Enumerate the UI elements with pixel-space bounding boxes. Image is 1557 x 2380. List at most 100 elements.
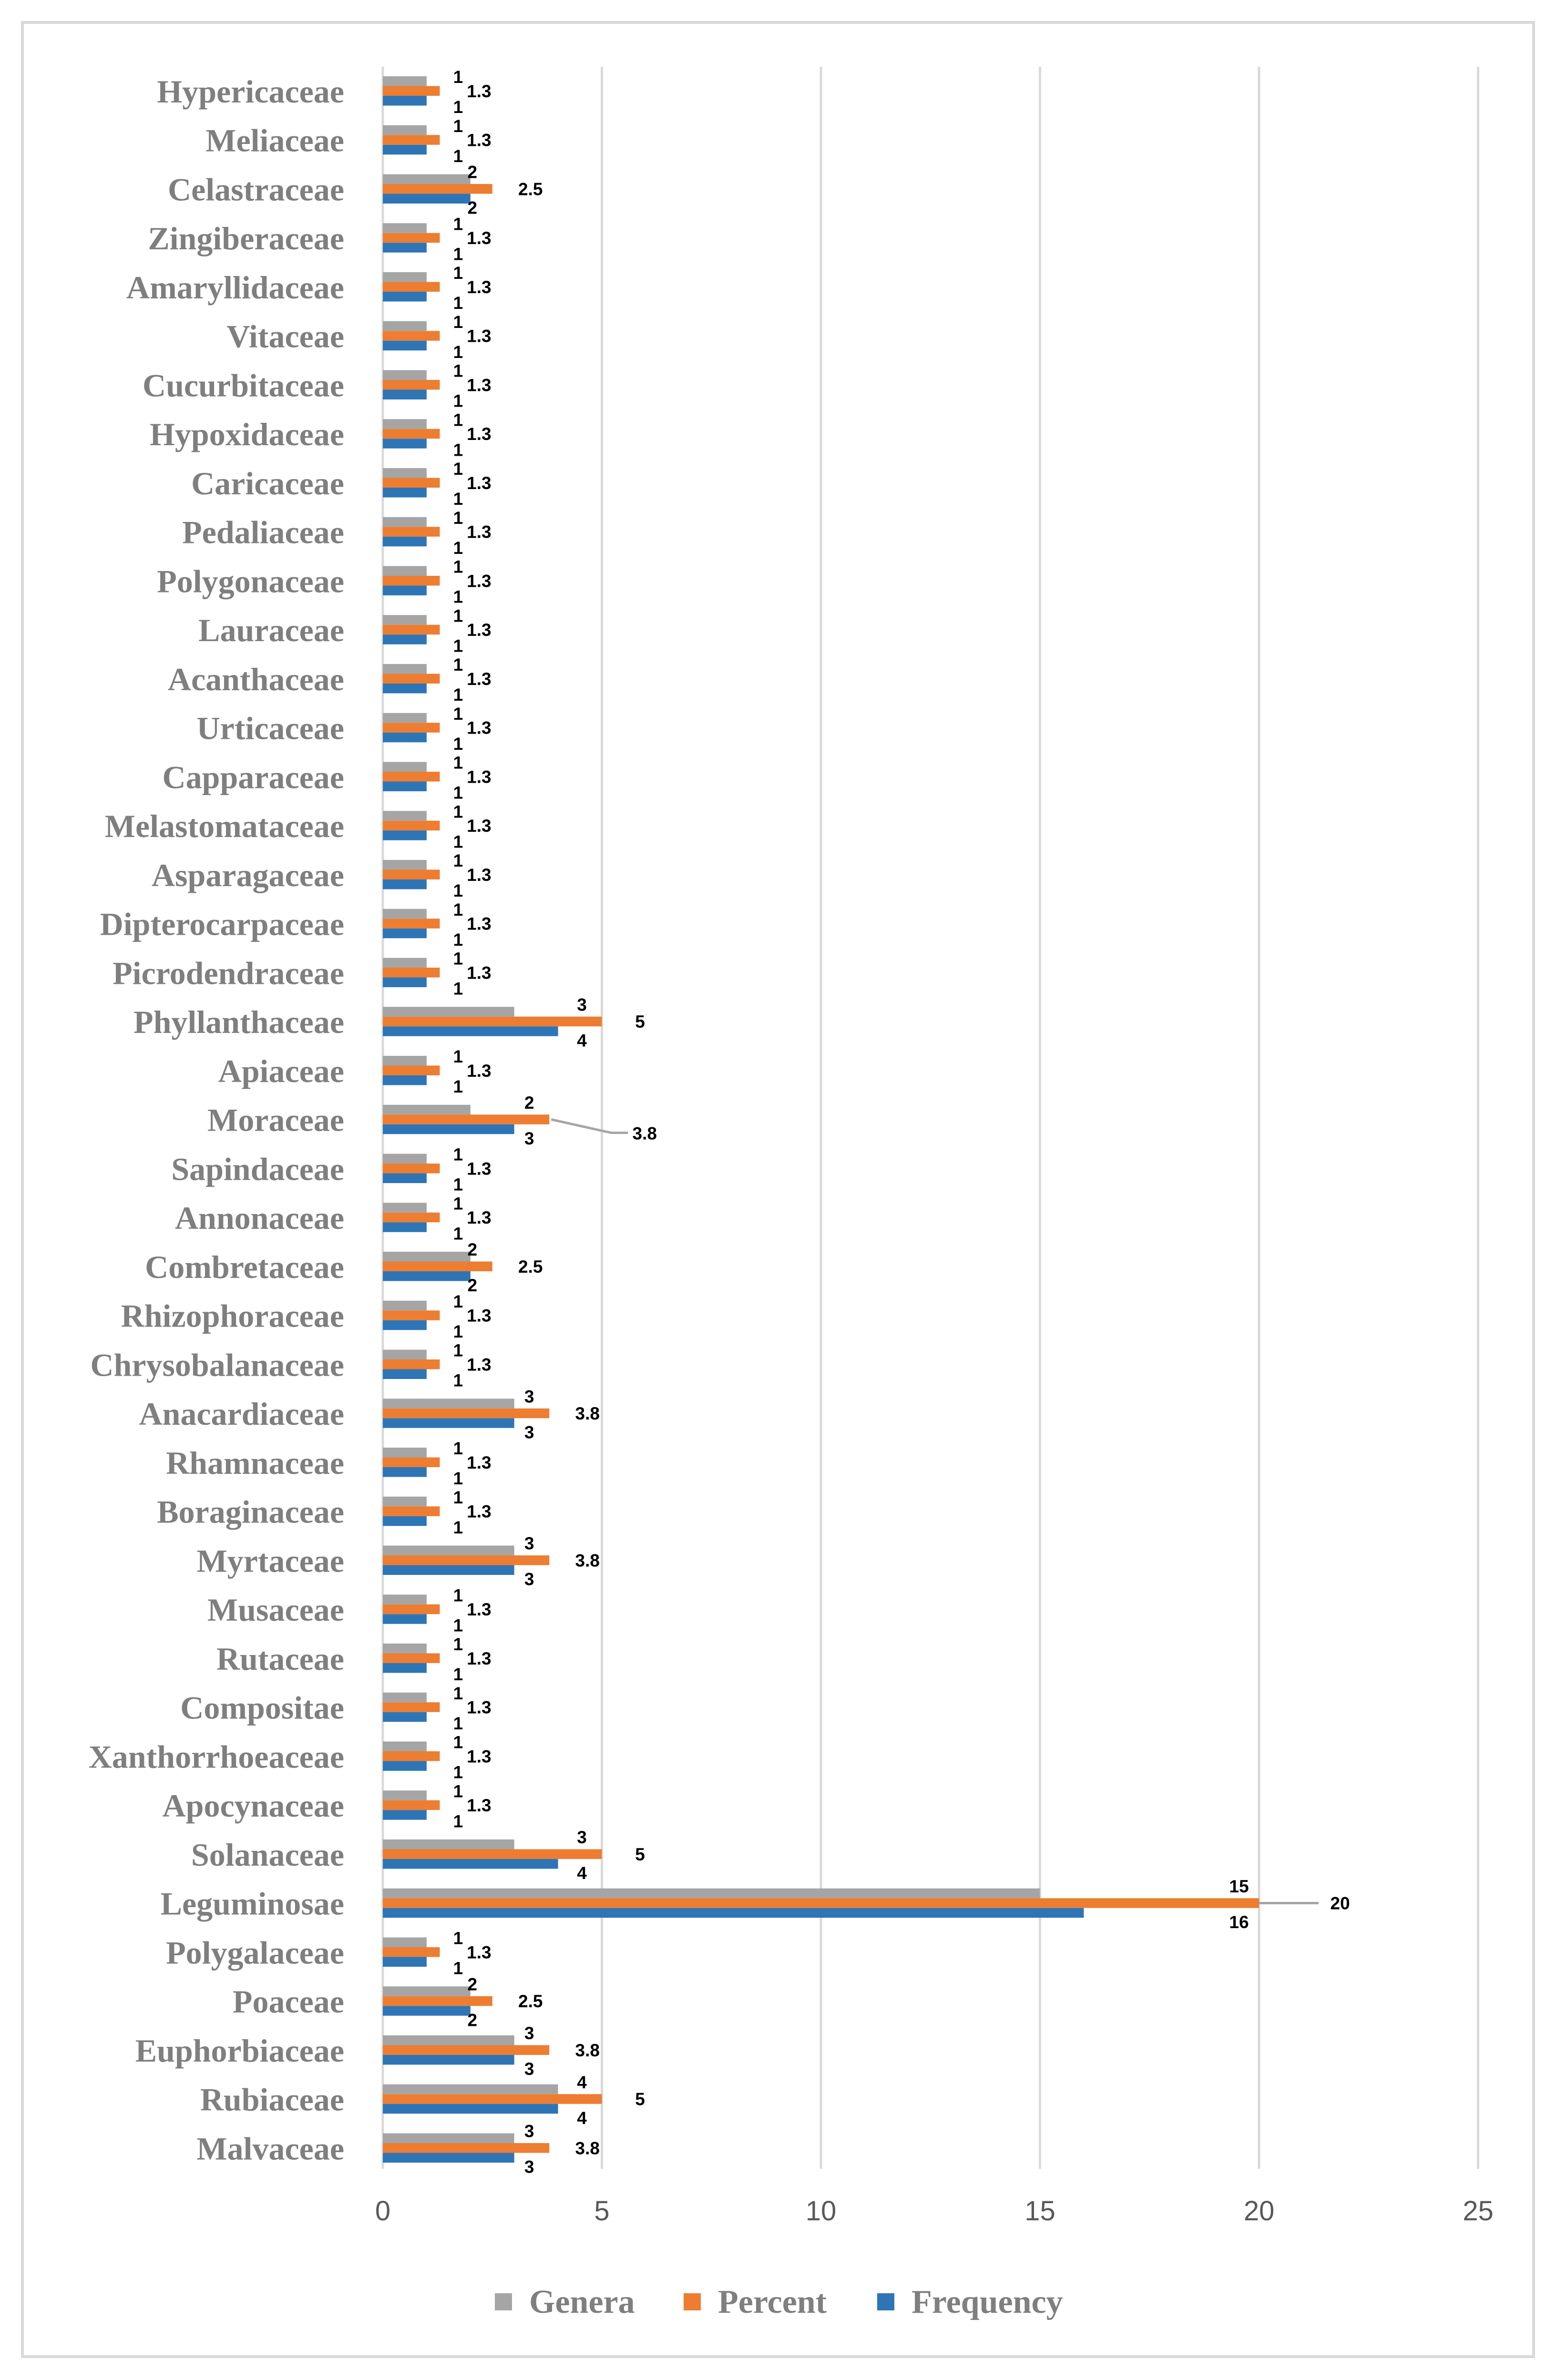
bar-frequency-asparagaceae bbox=[383, 879, 427, 889]
bar-genera-pedaliaceae bbox=[383, 517, 427, 527]
legend-swatch-frequency bbox=[877, 2293, 894, 2310]
bar-genera-melastomataceae bbox=[383, 811, 427, 821]
bar-percent-melastomataceae bbox=[383, 820, 440, 831]
bar-percent-solanaceae bbox=[383, 1849, 602, 1859]
category-label-leguminosae: Leguminosae bbox=[161, 1886, 344, 1922]
bar-frequency-celastraceae bbox=[383, 194, 471, 204]
bar-percent-boraginaceae bbox=[383, 1506, 440, 1516]
bar-percent-annonaceae bbox=[383, 1212, 440, 1223]
data-label-percent-urticaceae: 1.3 bbox=[467, 718, 491, 738]
data-label-percent-solanaceae: 5 bbox=[635, 1845, 645, 1864]
data-label-genera-capparaceae: 1 bbox=[453, 753, 463, 773]
bar-genera-hypoxidaceae bbox=[383, 419, 427, 429]
bar-genera-anacardiaceae bbox=[383, 1399, 514, 1409]
bar-genera-asparagaceae bbox=[383, 860, 427, 870]
bar-frequency-apocynaceae bbox=[383, 1810, 427, 1820]
data-label-percent-zingiberaceae: 1.3 bbox=[467, 228, 491, 248]
data-label-genera-polygalaceae: 1 bbox=[453, 1929, 463, 1948]
data-label-percent-poaceae: 2.5 bbox=[518, 1992, 543, 2011]
bar-frequency-rhamnaceae bbox=[383, 1467, 427, 1477]
category-label-capparaceae: Capparaceae bbox=[163, 759, 344, 795]
data-label-percent-phyllanthaceae: 5 bbox=[635, 1012, 645, 1032]
tick-label-15: 15 bbox=[1024, 2196, 1055, 2227]
bar-genera-picrodendraceae bbox=[383, 958, 427, 968]
data-label-genera-zingiberaceae: 1 bbox=[453, 214, 463, 234]
bar-percent-zingiberaceae bbox=[383, 233, 440, 243]
category-label-boraginaceae: Boraginaceae bbox=[157, 1494, 344, 1530]
category-label-combretaceae: Combretaceae bbox=[145, 1249, 344, 1285]
bar-genera-phyllanthaceae bbox=[383, 1007, 514, 1017]
category-label-polygalaceae: Polygalaceae bbox=[166, 1934, 344, 1971]
bar-percent-asparagaceae bbox=[383, 869, 440, 879]
data-label-genera-pedaliaceae: 1 bbox=[453, 508, 463, 528]
data-label-percent-melastomataceae: 1.3 bbox=[467, 816, 491, 836]
data-label-percent-asparagaceae: 1.3 bbox=[467, 865, 491, 885]
category-axis: Malvaceae Rubiaceae Euphorbiaceae Poaceae Po… bbox=[89, 73, 344, 2167]
data-label-percent-amaryllidaceae: 1.3 bbox=[467, 277, 491, 297]
bar-percent-vitaceae bbox=[383, 331, 440, 341]
tick-label-20: 20 bbox=[1244, 2196, 1275, 2227]
bar-frequency-melastomataceae bbox=[383, 830, 427, 840]
data-label-genera-caricaceae: 1 bbox=[453, 459, 463, 479]
bar-genera-acanthaceae bbox=[383, 664, 427, 674]
value-axis: 0 5 10 15 20 25 bbox=[375, 2196, 1494, 2227]
data-label-genera-solanaceae: 3 bbox=[577, 1828, 587, 1847]
bar-percent-myrtaceae bbox=[383, 1555, 550, 1565]
data-label-percent-euphorbiaceae: 3.8 bbox=[575, 2041, 600, 2060]
bar-frequency-caricaceae bbox=[383, 488, 427, 498]
data-label-frequency-moraceae: 3 bbox=[524, 1129, 534, 1148]
bar-genera-capparaceae bbox=[383, 762, 427, 772]
bar-frequency-apiaceae bbox=[383, 1075, 427, 1085]
bar-frequency-solanaceae bbox=[383, 1859, 558, 1869]
bar-frequency-dipterocarpaceae bbox=[383, 928, 427, 939]
bar-percent-rutaceae bbox=[383, 1653, 440, 1663]
data-label-genera-hypoxidaceae: 1 bbox=[453, 410, 463, 429]
data-label-frequency-polygalaceae: 1 bbox=[453, 1959, 463, 1978]
bar-percent-chrysobalanaceae bbox=[383, 1359, 440, 1369]
category-label-apocynaceae: Apocynaceae bbox=[163, 1788, 344, 1824]
bar-percent-phyllanthaceae bbox=[383, 1016, 602, 1027]
data-label-percent-polygalaceae: 1.3 bbox=[467, 1942, 491, 1962]
category-label-hypoxidaceae: Hypoxidaceae bbox=[150, 416, 344, 452]
tick-label-5: 5 bbox=[594, 2196, 609, 2227]
data-label-percent-moraceae: 3.8 bbox=[633, 1124, 657, 1144]
bar-frequency-picrodendraceae bbox=[383, 977, 427, 987]
bar-percent-hypericaceae bbox=[383, 86, 440, 96]
data-label-frequency-cucurbitaceae: 1 bbox=[453, 391, 463, 411]
data-label-percent-apiaceae: 1.3 bbox=[467, 1061, 491, 1081]
bar-percent-lauraceae bbox=[383, 624, 440, 635]
data-label-percent-meliaceae: 1.3 bbox=[467, 131, 491, 150]
data-label-frequency-chrysobalanaceae: 1 bbox=[453, 1371, 463, 1390]
data-label-genera-celastraceae: 2 bbox=[467, 163, 477, 182]
category-label-polygonaceae: Polygonaceae bbox=[157, 563, 344, 599]
data-label-frequency-apocynaceae: 1 bbox=[453, 1811, 463, 1831]
bar-percent-xanthorrhoeaceae bbox=[383, 1751, 440, 1761]
bar-genera-annonaceae bbox=[383, 1203, 427, 1213]
data-label-percent-acanthaceae: 1.3 bbox=[467, 669, 491, 689]
data-label-frequency-leguminosae: 16 bbox=[1229, 1912, 1249, 1932]
bar-percent-dipterocarpaceae bbox=[383, 919, 440, 929]
bar-frequency-anacardiaceae bbox=[383, 1418, 514, 1428]
data-label-frequency-xanthorrhoeaceae: 1 bbox=[453, 1763, 463, 1782]
bar-frequency-urticaceae bbox=[383, 732, 427, 743]
bar-genera-apocynaceae bbox=[383, 1790, 427, 1800]
bar-frequency-leguminosae bbox=[383, 1908, 1084, 1918]
legend-label-genera: Genera bbox=[529, 2284, 635, 2320]
data-label-percent-chrysobalanaceae: 1.3 bbox=[467, 1355, 491, 1374]
data-label-genera-urticaceae: 1 bbox=[453, 704, 463, 724]
bar-percent-combretaceae bbox=[383, 1261, 492, 1271]
bar-frequency-cucurbitaceae bbox=[383, 389, 427, 399]
data-label-frequency-combretaceae: 2 bbox=[467, 1276, 477, 1295]
data-label-frequency-boraginaceae: 1 bbox=[453, 1518, 463, 1537]
bar-genera-rhamnaceae bbox=[383, 1448, 427, 1458]
data-label-genera-apiaceae: 1 bbox=[453, 1047, 463, 1066]
data-label-percent-vitaceae: 1.3 bbox=[467, 327, 491, 346]
data-label-frequency-euphorbiaceae: 3 bbox=[524, 2059, 534, 2079]
data-label-percent-lauraceae: 1.3 bbox=[467, 620, 491, 640]
data-label-genera-anacardiaceae: 3 bbox=[524, 1387, 534, 1406]
bar-frequency-hypericaceae bbox=[383, 96, 427, 106]
bar-genera-dipterocarpaceae bbox=[383, 909, 427, 919]
data-label-genera-asparagaceae: 1 bbox=[453, 851, 463, 870]
bar-frequency-annonaceae bbox=[383, 1222, 427, 1232]
data-label-genera-musaceae: 1 bbox=[453, 1585, 463, 1605]
